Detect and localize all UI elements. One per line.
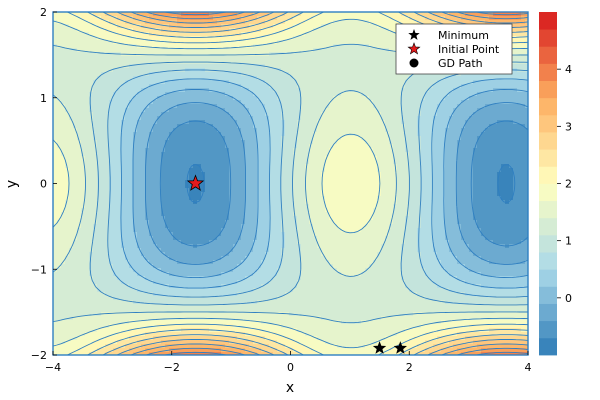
colorbar-band: [539, 12, 557, 30]
x-axis-ticks: −4 −2 0 2 4: [45, 351, 532, 374]
colorbar-band: [539, 303, 557, 322]
y-tick-label: −1: [31, 263, 47, 276]
colorbar-band: [539, 149, 557, 167]
colorbar-tick-label: 2: [565, 178, 572, 191]
y-tick-label: 1: [40, 92, 47, 105]
colorbar-band: [539, 337, 557, 356]
x-axis-label: x: [286, 380, 294, 396]
colorbar-band: [539, 200, 557, 219]
contour-lines: [53, 12, 528, 355]
colorbar-tick-label: 1: [565, 235, 572, 248]
x-tick-label: −2: [164, 361, 180, 374]
legend-marker: [408, 29, 420, 40]
x-tick-label: 0: [287, 361, 294, 374]
contour-line: [132, 88, 528, 279]
x-tick-label: 2: [406, 361, 413, 374]
contour-line: [145, 102, 528, 265]
colorbar-band: [539, 286, 557, 304]
legend-marker: [407, 42, 421, 55]
y-tick-label: −2: [31, 349, 47, 362]
colorbar: 0 1 2 3 4: [539, 12, 572, 356]
minimum-marker: [393, 341, 407, 354]
colorbar-tick-label: 3: [565, 120, 572, 133]
colorbar-band: [539, 114, 557, 133]
contour-line: [107, 69, 528, 298]
contour-line: [159, 120, 528, 247]
x-tick-label: 4: [525, 361, 532, 374]
colorbar-band: [539, 269, 557, 287]
legend-label: Minimum: [438, 29, 489, 42]
x-tick-label: −4: [45, 361, 61, 374]
y-tick-label: 2: [40, 6, 47, 19]
contour-line: [89, 61, 528, 306]
colorbar-tick-label: 4: [565, 63, 572, 76]
y-axis-ticks: −2 −1 0 1 2: [31, 6, 57, 362]
colorbar-band: [539, 234, 557, 253]
legend-label: GD Path: [438, 57, 483, 70]
colorbar-band: [539, 183, 557, 202]
colorbar-band: [539, 80, 557, 99]
y-axis-label: y: [4, 180, 20, 188]
colorbar-band: [539, 320, 557, 339]
contour-line: [53, 18, 528, 349]
y-tick-label: 0: [40, 178, 47, 191]
colorbar-band: [539, 97, 557, 116]
colorbar-band: [539, 217, 557, 236]
markers: [186, 174, 407, 354]
legend-label: Initial Point: [438, 43, 500, 56]
colorbar-band: [539, 63, 557, 81]
minimum-marker: [372, 341, 387, 354]
legend-marker: [409, 58, 419, 68]
contour-line: [120, 78, 528, 289]
colorbar-band: [539, 166, 557, 184]
colorbar-tick-label: 0: [565, 292, 572, 305]
colorbar-band: [539, 46, 557, 64]
colorbar-band: [539, 252, 557, 270]
colorbar-band: [539, 29, 557, 47]
initial-point-marker: [186, 174, 205, 191]
contour-line: [186, 163, 516, 204]
colorbar-band: [539, 132, 557, 150]
